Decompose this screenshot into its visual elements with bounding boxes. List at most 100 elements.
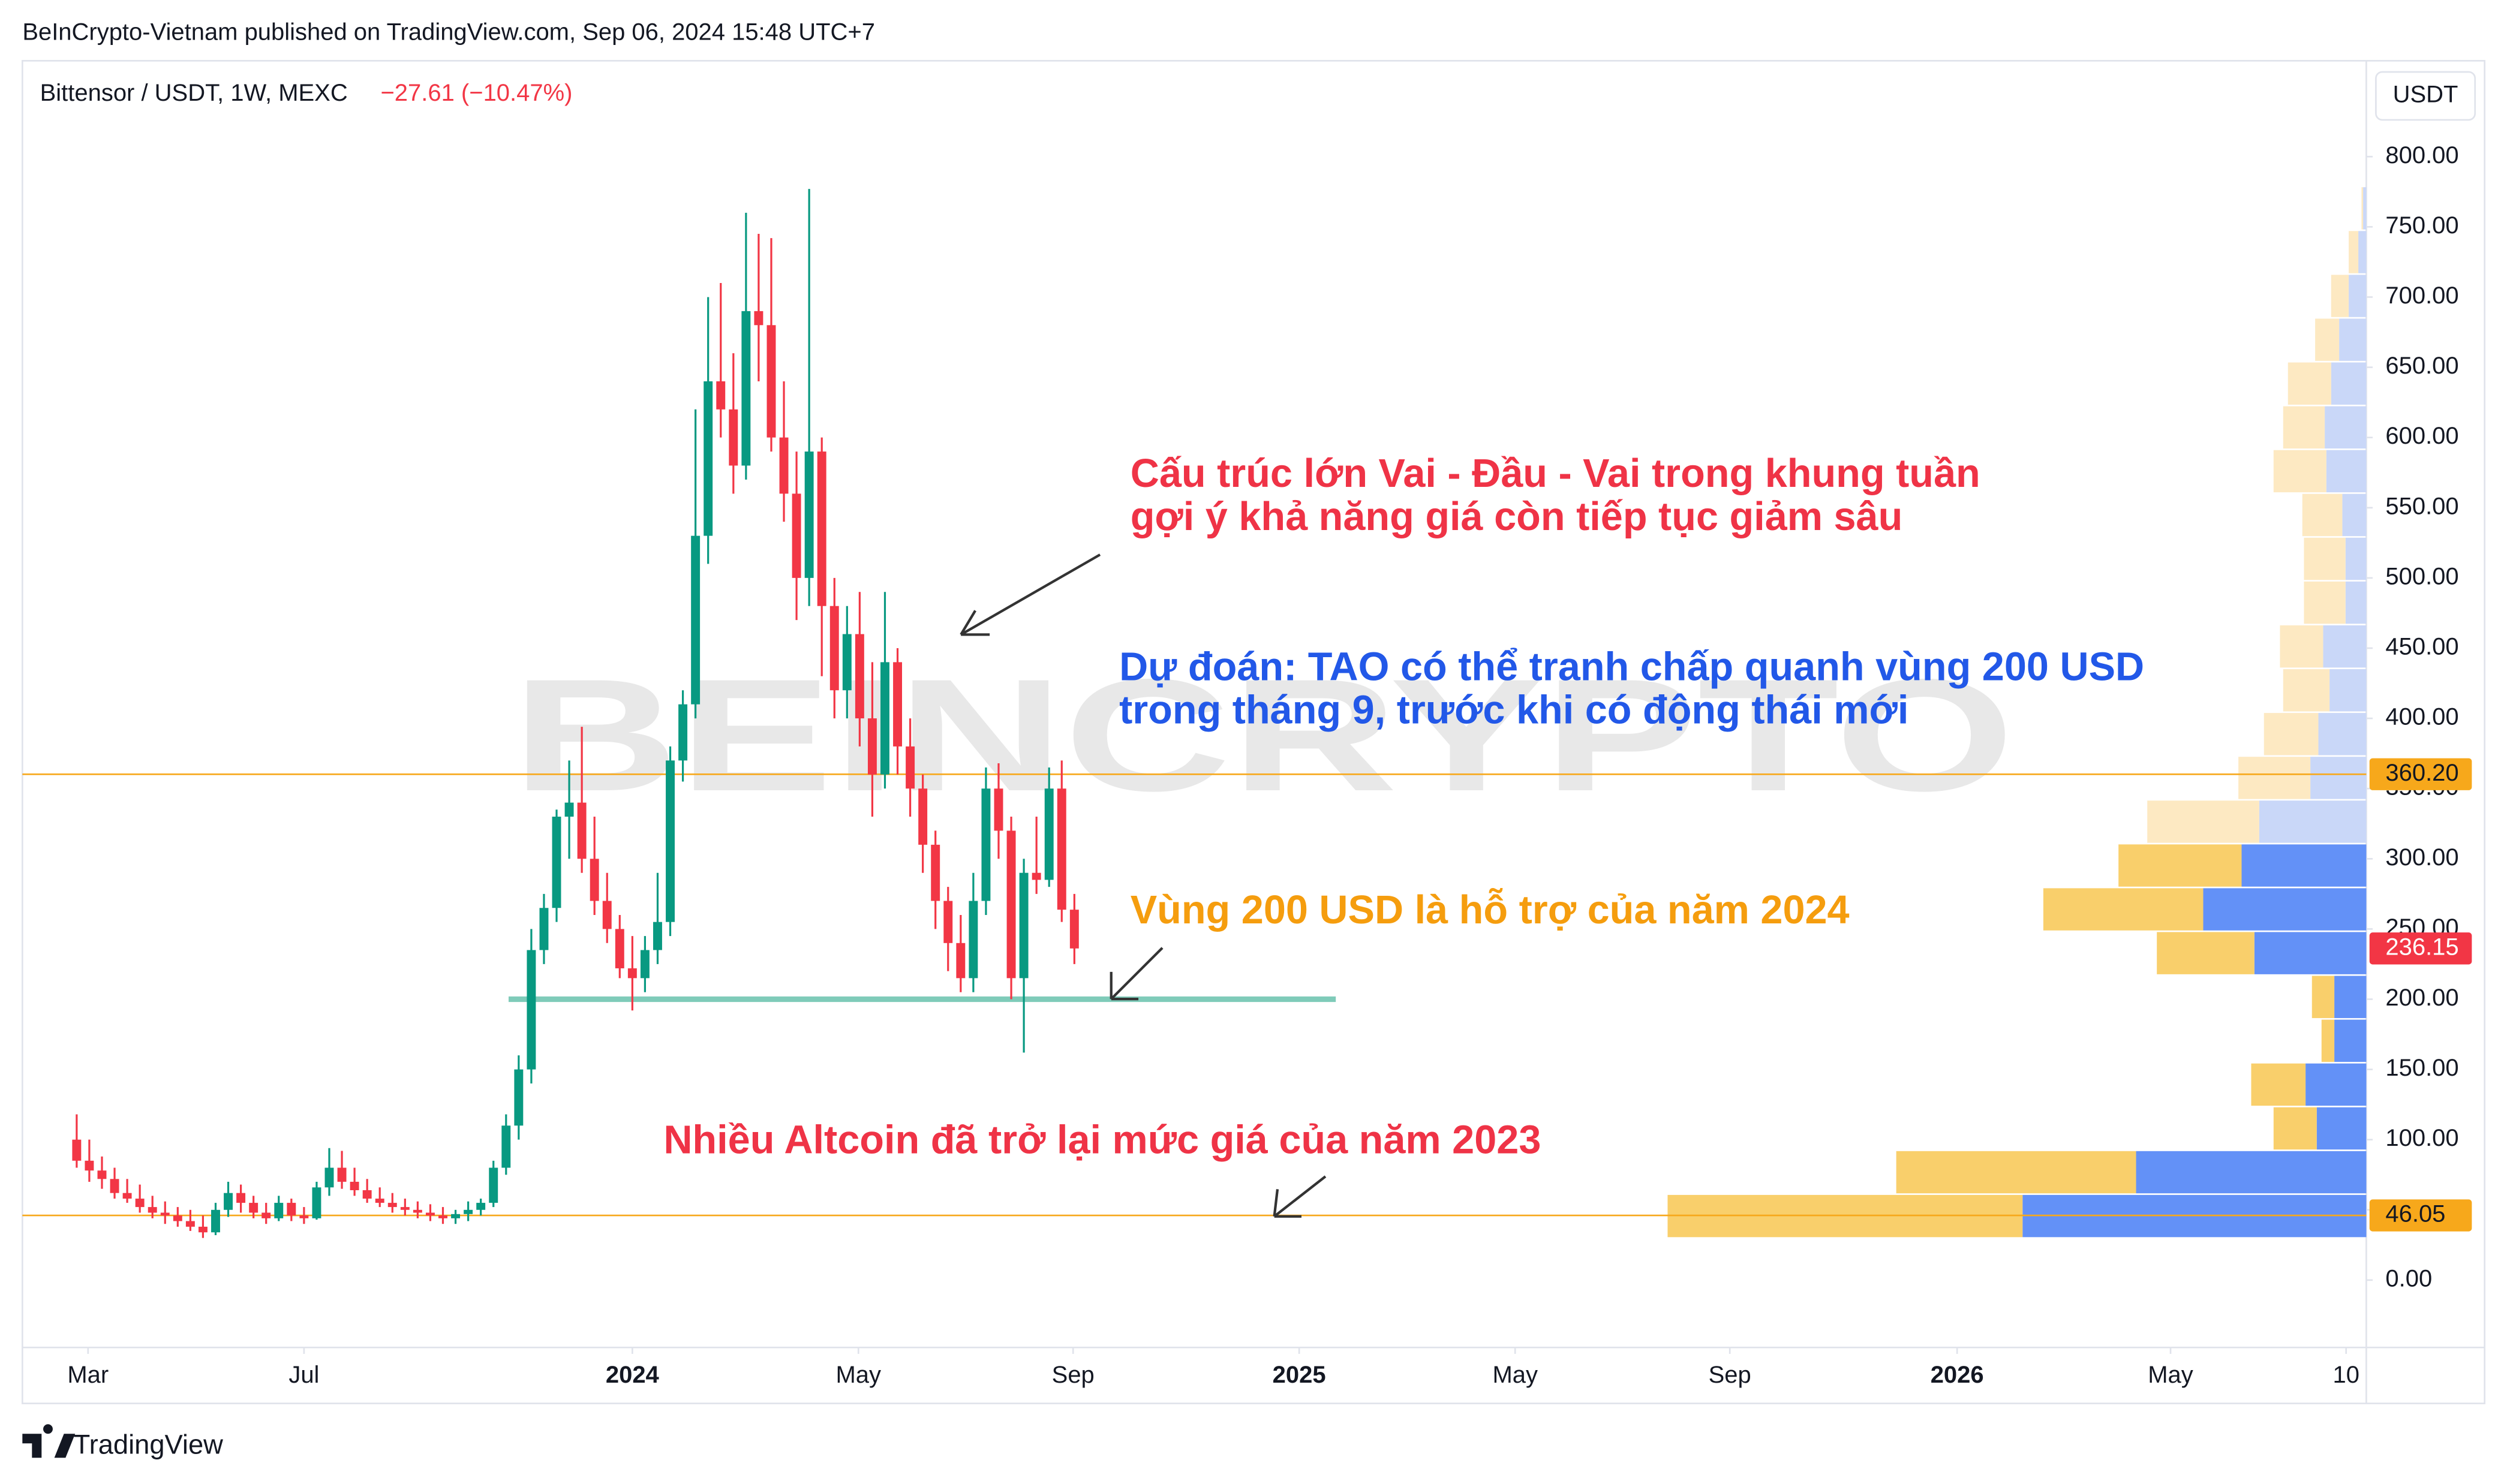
candle-body (312, 1187, 321, 1218)
candle-body (362, 1190, 372, 1199)
profile-down (2315, 318, 2340, 361)
profile-up (2331, 362, 2367, 405)
arrow (1110, 947, 1164, 1001)
profile-down (2280, 625, 2323, 668)
candle-body (122, 1193, 132, 1199)
y-tick-label: 400.00 (2385, 704, 2458, 730)
annotation: Cấu trúc lớn Vai - Đầu - Vai trong khung… (1131, 451, 1980, 496)
x-tick-label: Sep (1052, 1362, 1095, 1388)
profile-up (2316, 1107, 2367, 1150)
profile-down (1896, 1151, 2136, 1194)
profile-down (2238, 757, 2311, 799)
profile-up (2305, 1063, 2367, 1106)
profile-up (2318, 713, 2367, 755)
profile-down (2273, 1107, 2317, 1150)
candle-body (287, 1203, 296, 1216)
profile-up (2342, 493, 2367, 537)
candle-body (1006, 830, 1016, 979)
candle-body (754, 311, 763, 326)
profile-up (2329, 669, 2367, 712)
profile-up (2203, 888, 2367, 931)
candle-body (337, 1167, 347, 1182)
candles (72, 189, 1079, 1238)
watermark-group: BEINCRYPTO (512, 646, 2015, 824)
x-tick-label: Mar (67, 1362, 109, 1388)
profile-down (2273, 450, 2326, 493)
candle-body (1069, 910, 1079, 949)
y-tick-label: 700.00 (2385, 282, 2458, 309)
price-change: −27.61 (−10.47%) (380, 80, 572, 106)
price-lines (22, 773, 2367, 1217)
profile-down (2321, 1019, 2335, 1062)
candle-body (425, 1212, 435, 1216)
publish-header: BeInCrypto-Vietnam published on TradingV… (22, 19, 875, 46)
profile-down (2251, 1063, 2306, 1106)
candle-body (817, 451, 826, 606)
price-label: 46.05 (2385, 1201, 2445, 1227)
profile-down (2157, 932, 2255, 974)
annotation: Nhiều Altcoin đã trở lại mức giá của năm… (663, 1118, 1541, 1163)
candle-body (527, 950, 536, 1070)
profile-down (2283, 406, 2325, 448)
profile-down (2043, 888, 2204, 931)
profile-up (2254, 932, 2367, 974)
y-tick-label: 500.00 (2385, 563, 2458, 589)
candle-body (1044, 788, 1054, 880)
candle-body (236, 1193, 246, 1203)
candle-body (110, 1179, 119, 1193)
candle-body (931, 844, 940, 901)
candle-body (85, 1160, 94, 1171)
candle-body (299, 1215, 309, 1218)
x-tick-label: 2025 (1273, 1362, 1326, 1388)
candle-body (451, 1214, 461, 1218)
candle-body (880, 662, 889, 775)
candle-body (1032, 872, 1041, 880)
profile-up (2334, 1019, 2367, 1062)
candle-body (716, 381, 726, 410)
candle-body (564, 802, 574, 817)
currency-label[interactable]: USDT (2393, 82, 2458, 108)
profile-up (2136, 1151, 2367, 1194)
annotation: gợi ý khả năng giá còn tiếp tục giảm sâu (1131, 495, 1903, 539)
currency-button[interactable] (2375, 71, 2476, 121)
x-tick-label: May (1492, 1362, 1538, 1388)
candle-body (350, 1181, 359, 1190)
candle-body (400, 1207, 410, 1210)
profile-up (2326, 450, 2367, 493)
candle-body (501, 1125, 511, 1168)
candle-body (918, 788, 928, 845)
price-label: 360.20 (2385, 760, 2458, 786)
candle-body (741, 311, 751, 466)
candle-body (867, 718, 877, 775)
last-price-box (2369, 932, 2472, 965)
annotation: Vùng 200 USD là hỗ trợ của năm 2024 (1131, 888, 1850, 932)
candle-body (691, 535, 701, 705)
candle-body (829, 606, 839, 691)
y-tick-label: 550.00 (2385, 493, 2458, 519)
candle-body (185, 1221, 195, 1227)
profile-up (2241, 844, 2367, 887)
candle-body (224, 1193, 233, 1210)
candle-body (640, 950, 650, 979)
y-tick-label: 0.00 (2385, 1265, 2432, 1292)
candle-body (653, 922, 662, 950)
profile-down (2147, 800, 2259, 843)
candle-body (97, 1170, 107, 1179)
candle-body (375, 1199, 384, 1203)
candle-body (704, 381, 713, 536)
candle-body (274, 1203, 284, 1218)
profile-down (2331, 275, 2349, 317)
candle-body (514, 1069, 524, 1126)
y-tick-label: 450.00 (2385, 634, 2458, 660)
candle-body (969, 901, 978, 979)
y-tick-label: 300.00 (2385, 844, 2458, 871)
profile-up (2323, 625, 2367, 668)
candle-body (792, 493, 801, 578)
candle-body (678, 704, 688, 761)
profile-up (2310, 757, 2367, 799)
axes: 0.0050.00100.00150.00200.00250.00300.003… (67, 142, 2472, 1388)
profile-up (2358, 231, 2367, 273)
candle-body (1057, 788, 1066, 910)
price-label-box (2369, 758, 2472, 790)
